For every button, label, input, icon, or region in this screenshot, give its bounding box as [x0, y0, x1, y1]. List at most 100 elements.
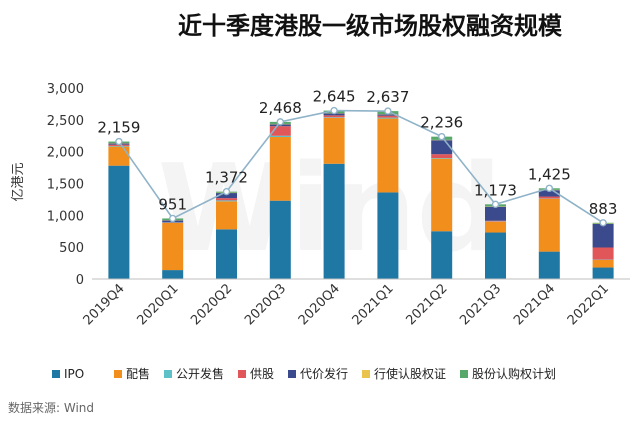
bar-segment [162, 222, 184, 271]
y-axis-ticks: 0 500 1,000 1,500 2,000 2,500 3,000 [47, 82, 84, 288]
legend-label: 行使认股权证 [374, 366, 446, 381]
y-tick-label: 2,000 [47, 146, 84, 161]
x-axis-ticks: 2019Q4 2020Q1 2020Q2 2020Q3 2020Q4 2021Q1 2021… [81, 281, 612, 328]
total-point [438, 132, 446, 141]
total-point [384, 107, 392, 115]
bar-segment [216, 200, 237, 202]
bar-segment [377, 114, 399, 116]
total-point [545, 184, 553, 192]
bar-segment [269, 135, 291, 138]
chart-title: 近十季度港股一级市场股权融资规模 [178, 12, 563, 40]
bar-segment [538, 198, 560, 252]
bar-segment [431, 154, 453, 159]
bar-segment [538, 190, 560, 197]
legend-label: 配售 [126, 366, 150, 381]
x-tick-label: 2021Q2 [403, 281, 450, 328]
bar-segment [377, 117, 399, 119]
bar-segment [323, 115, 345, 118]
legend-label: 供股 [250, 367, 274, 381]
total-data-label: 951 [158, 195, 187, 213]
bar-segment [323, 117, 345, 118]
total-point [115, 137, 123, 146]
x-tick-label: 2020Q3 [242, 281, 289, 328]
y-tick-label: 3,000 [47, 82, 84, 97]
legend-label: 代价发行 [300, 366, 348, 381]
total-point [330, 106, 338, 115]
bar-segment [108, 165, 130, 279]
bar-segment [377, 192, 399, 279]
bar-segment [323, 113, 345, 116]
total-data-label: 2,159 [97, 119, 140, 137]
bar-segment [216, 229, 237, 279]
total-data-label: 2,468 [259, 99, 302, 117]
legend-label: IPO [64, 367, 84, 381]
bar-segment [431, 231, 453, 279]
bar-segment [538, 196, 560, 199]
y-tick-label: 1,500 [47, 178, 84, 193]
bar-segment [592, 259, 614, 268]
total-series-line [118, 109, 604, 224]
bar-segment [108, 146, 130, 166]
total-data-label: 2,236 [420, 114, 463, 132]
y-tick-label: 2,500 [47, 114, 84, 129]
y-tick-label: 0 [76, 273, 84, 288]
bar-segment [485, 220, 506, 222]
bar-segment [592, 247, 614, 260]
bar-segment [323, 163, 345, 279]
legend-swatch [288, 370, 296, 378]
legend-label: 公开发售 [176, 366, 224, 381]
bar-segment [431, 158, 453, 159]
legend-swatch [460, 370, 468, 378]
legend-swatch [164, 370, 172, 378]
bar-segment [538, 251, 560, 279]
source-note: 数据来源: Wind [8, 400, 94, 415]
bar-segment [485, 232, 506, 279]
total-data-label: 2,637 [366, 88, 409, 106]
legend: IPO 配售 公开发售 供股 代价发行 行使认股权证 股份认购权计划 [52, 366, 556, 381]
bar-segment [269, 126, 291, 136]
bar-segment [431, 140, 453, 155]
legend-label: 股份认购权计划 [472, 366, 556, 381]
legend-swatch [362, 370, 370, 378]
total-point [599, 219, 607, 227]
legend-swatch [238, 370, 246, 378]
total-point [222, 187, 231, 196]
y-tick-label: 1,000 [47, 209, 84, 224]
bar-segment [431, 158, 453, 232]
bar-segment [269, 200, 291, 279]
y-axis-label: 亿港元 [11, 162, 26, 201]
bar-segment [162, 270, 184, 279]
total-data-label: 2,645 [313, 88, 356, 106]
bar-segment [592, 267, 614, 279]
x-tick-label: 2020Q2 [188, 281, 235, 328]
total-data-label: 1,425 [528, 165, 571, 183]
total-point [491, 200, 500, 209]
bar-segment [108, 145, 130, 147]
total-data-label: 883 [589, 200, 618, 218]
bar-segment [377, 115, 399, 118]
x-tick-label: 2022Q1 [565, 281, 612, 328]
bar-segment [216, 193, 237, 199]
total-point [276, 118, 284, 126]
bar-segment [377, 118, 399, 193]
legend-swatch [114, 370, 122, 378]
bar-segment [485, 206, 506, 221]
bar-segment [269, 137, 291, 201]
total-data-label: 1,372 [205, 169, 248, 187]
x-tick-label: 2021Q1 [350, 281, 397, 328]
x-tick-label: 2019Q4 [81, 281, 128, 328]
x-tick-label: 2021Q3 [457, 281, 504, 328]
bars [108, 110, 614, 279]
x-tick-label: 2020Q1 [134, 281, 181, 328]
bar-segment [323, 117, 345, 164]
bar-segment [108, 144, 130, 146]
bar-segment [216, 201, 237, 230]
total-point [168, 214, 177, 223]
bar-segment [592, 223, 614, 248]
y-tick-label: 500 [59, 241, 84, 256]
total-line: 2,159 951 1,372 2,468 2,645 2,637 2,236 1,173 1,… [97, 88, 618, 227]
x-tick-label: 2021Q4 [511, 281, 558, 328]
bar-segment [485, 221, 506, 233]
x-tick-label: 2020Q4 [296, 281, 343, 328]
